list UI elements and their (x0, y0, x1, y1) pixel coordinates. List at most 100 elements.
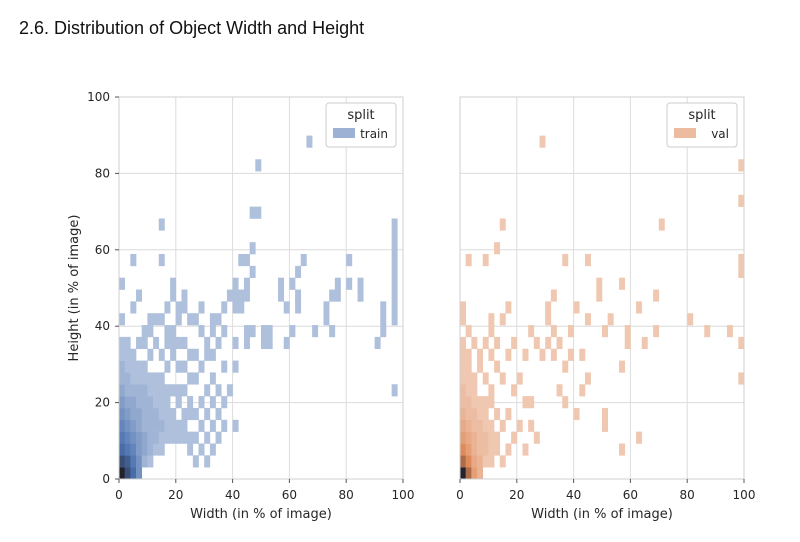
histogram-cell (164, 360, 171, 373)
histogram-cell (147, 313, 154, 326)
histogram-cell (488, 313, 495, 326)
histogram-cell (726, 325, 733, 338)
histogram-cell (505, 443, 512, 456)
histogram-cell (170, 277, 177, 290)
histogram-cell (460, 336, 466, 350)
y-tick-label: 100 (87, 90, 110, 104)
histogram-cell (124, 455, 131, 468)
histogram-cell (187, 431, 194, 444)
histogram-cell (164, 419, 171, 432)
histogram-cell (653, 325, 660, 338)
histogram-cell (124, 419, 131, 432)
histogram-cell (482, 407, 489, 421)
histogram-cell (323, 313, 330, 326)
histogram-cell (158, 419, 165, 432)
histogram-cell (477, 431, 484, 444)
histogram-cell (528, 419, 535, 432)
histogram-cell (465, 419, 472, 432)
histogram-cell (232, 289, 239, 302)
histogram-cell (141, 360, 148, 373)
histogram-cell (119, 348, 125, 361)
histogram-cell (215, 431, 222, 444)
chart-panel-1: 0 20 40 60 80 100 0 20 40 60 80 100 Width (in % of i… (67, 90, 414, 522)
histogram-cell (329, 325, 336, 338)
histogram-cell (175, 313, 182, 326)
histogram-cell (391, 218, 398, 231)
histogram-cell (738, 254, 745, 267)
histogram-cell (516, 372, 523, 385)
histogram-cell (175, 431, 182, 444)
histogram-cell (278, 277, 285, 290)
histogram-cell (158, 407, 165, 421)
histogram-cell (567, 348, 574, 361)
histogram-cell (136, 360, 143, 373)
histogram-cell (198, 301, 205, 314)
histogram-cell (124, 443, 131, 456)
histogram-cell (136, 455, 143, 468)
histogram-cell (209, 396, 216, 409)
histogram-cell (391, 301, 398, 314)
histogram-cell (738, 265, 745, 278)
histogram-cell (465, 467, 472, 480)
y-tick-label: 20 (95, 396, 110, 410)
histogram-cell (704, 325, 711, 338)
histogram-cell (482, 431, 489, 444)
histogram-cell (471, 384, 478, 397)
histogram-cell (209, 313, 216, 326)
histogram-cell (124, 372, 131, 385)
histogram-cell (198, 419, 205, 432)
histogram-cell (482, 336, 489, 350)
histogram-cell (499, 372, 506, 385)
histogram-cell (477, 419, 484, 432)
histogram-cell (119, 384, 125, 397)
histogram-cell (192, 455, 199, 468)
histogram-cell (181, 360, 188, 373)
histogram-cell (124, 348, 131, 361)
histogram-cell (533, 431, 540, 444)
histogram-cell (238, 301, 245, 314)
histogram-cell (164, 336, 171, 350)
x-tick-label: 0 (456, 488, 464, 502)
histogram-cell (158, 396, 165, 409)
histogram-cell (136, 443, 143, 456)
histogram-cell (119, 336, 125, 350)
histogram-cell (226, 384, 233, 397)
histogram-cell (494, 443, 501, 456)
histogram-cell (465, 325, 472, 338)
histogram-cell (158, 384, 165, 397)
histogram-cell (119, 443, 125, 456)
histogram-cell (136, 431, 143, 444)
histogram-cell (346, 254, 353, 267)
histogram-cell (158, 348, 165, 361)
histogram-cell (522, 348, 529, 361)
histogram-cell (198, 443, 205, 456)
histogram-cell (465, 254, 472, 267)
histogram-cell (221, 360, 228, 373)
histogram-cell (170, 289, 177, 302)
histogram-cell (192, 407, 199, 421)
histogram-cell (346, 277, 353, 290)
histogram-cell (391, 277, 398, 290)
histogram-cell (232, 301, 239, 314)
histogram-cell (738, 194, 745, 207)
histogram-cell (465, 372, 472, 385)
histogram-cell (465, 384, 472, 397)
histogram-cell (124, 396, 131, 409)
histogram-cell (460, 419, 466, 432)
histogram-cell (300, 254, 307, 267)
histogram-cell (136, 384, 143, 397)
histogram-cell (494, 242, 501, 255)
histogram-cell (380, 313, 387, 326)
histogram-cell (130, 407, 137, 421)
histogram-cell (334, 289, 341, 302)
legend-title: split (347, 108, 374, 123)
histogram-cell (550, 325, 557, 338)
histogram-cell (283, 301, 290, 314)
histogram-cell (465, 348, 472, 361)
histogram-cell (460, 467, 466, 480)
histogram-cell (119, 372, 125, 385)
histogram-cell (460, 443, 466, 456)
histogram-cell (471, 336, 478, 350)
histogram-cell (147, 443, 154, 456)
histogram-cell (619, 443, 626, 456)
